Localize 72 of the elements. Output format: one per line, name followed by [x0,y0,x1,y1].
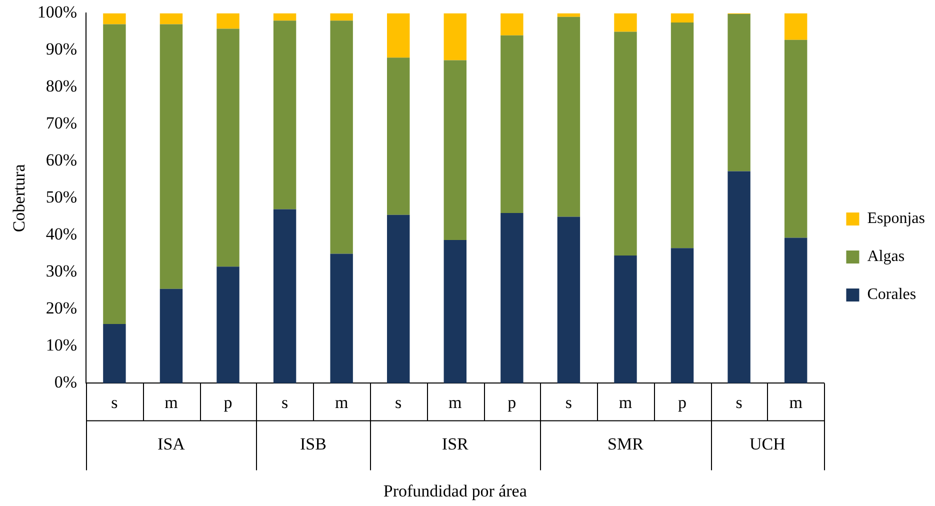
bar [160,13,183,24]
bar [273,209,296,384]
x-tick-label: s [281,392,288,412]
text: ISB [300,434,326,454]
x-tick-label: p [508,392,516,412]
bar [557,216,580,384]
y-tick-label: 30% [46,262,78,281]
y-tick-label: 40% [46,224,78,244]
y-tick-label: 50% [46,188,78,207]
bar [784,238,808,384]
y-tick-label: 0% [54,372,78,392]
bar [728,171,750,384]
bar [387,13,410,58]
bar [784,40,808,238]
bar [444,240,466,384]
bar [670,248,694,384]
x-tick-label: p [678,392,687,412]
text: UCH [749,434,786,454]
bar [103,13,126,24]
x-tick-label: s [565,392,572,412]
bar [500,213,524,384]
bar [614,32,637,256]
bar [444,13,466,60]
bar [160,24,183,289]
x-tick-label: m [618,392,632,412]
bar [160,288,183,384]
x-tick-label: m [448,392,462,412]
x-tick-label: s [395,392,402,412]
legend-label: Corales [867,286,916,304]
bar [216,28,240,267]
y-tick-label: 100% [37,2,78,22]
text: SMR [608,434,644,454]
x-tick-label: m [789,392,802,412]
bar [500,35,524,213]
y-tick-label: 70% [46,114,78,133]
x-tick-label: m [334,392,348,412]
bar [614,13,637,32]
x-tick-label: p [224,392,232,412]
x-tick-label: s [736,392,742,412]
y-tick-label: 90% [46,40,78,59]
bar [330,20,353,254]
bar [216,266,240,384]
legend-label: Esponjas [867,210,926,228]
y-tick-label: 20% [46,298,78,318]
x-axis-title: Profundidad por área [383,481,528,500]
bar [103,24,126,324]
bar [614,256,637,384]
bar [670,13,694,22]
legend-label: Algas [867,248,905,266]
bar [500,13,524,36]
bar [216,13,240,29]
bar [387,58,410,215]
y-tick-label: 10% [46,336,78,355]
y-tick-label: 80% [46,76,78,96]
text: ISA [158,434,186,454]
text: ISR [442,434,470,454]
bar [557,16,580,217]
bar [728,14,750,172]
y-tick-label: 60% [46,150,78,170]
bar [273,13,296,21]
bar [557,13,580,17]
bar [330,254,353,384]
bar [330,13,353,21]
bar [103,324,126,384]
x-tick-label: m [164,392,178,412]
bar [670,22,694,248]
bar [387,214,410,384]
x-tick-label: s [111,392,118,412]
bar [273,20,296,210]
bar [444,60,466,240]
bar [784,13,808,40]
y-axis-title: Cobertura [10,164,29,232]
